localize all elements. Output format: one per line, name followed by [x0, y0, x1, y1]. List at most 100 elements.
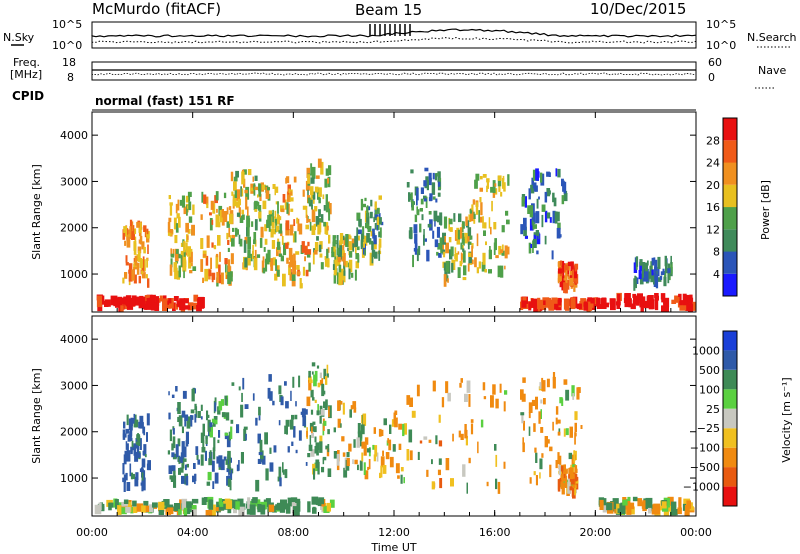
power-data-cell — [216, 208, 218, 213]
power-data-cell — [185, 298, 189, 304]
beam-title: Beam 15 — [355, 1, 422, 19]
power-data-cell — [290, 208, 294, 212]
velocity-data-cell — [174, 503, 180, 512]
power-data-cell — [136, 262, 140, 275]
power-data-cell — [227, 247, 230, 252]
power-data-cell — [123, 296, 130, 305]
power-colorbar-frame — [722, 117, 738, 297]
power-data-cell — [575, 274, 579, 284]
noise-tick-right-top: 10^5 — [706, 18, 736, 31]
velocity-data-cell — [606, 502, 613, 511]
power-data-cell — [639, 296, 646, 308]
power-data-cell — [244, 257, 248, 268]
power-data-cell — [334, 240, 337, 245]
power-data-cell — [494, 238, 497, 251]
power-data-cell — [380, 221, 384, 226]
velocity-data-cell — [574, 432, 576, 445]
velocity-data-cell — [292, 376, 295, 388]
power-data-cell — [250, 187, 254, 192]
velocity-data-cell — [139, 468, 144, 472]
power-data-cell — [169, 202, 173, 206]
nave-trace — [91, 72, 696, 76]
velocity-data-cell — [235, 501, 240, 510]
power-data-cell — [522, 297, 527, 302]
power-data-cell — [338, 264, 342, 273]
power-colorbar-tick: 4 — [713, 268, 720, 281]
power-data-cell — [411, 200, 414, 211]
power-data-cell — [185, 222, 189, 233]
velocity-data-cell — [549, 464, 552, 478]
power-data-cell — [460, 242, 463, 250]
power-data-cell — [262, 200, 267, 210]
velocity-data-cell — [547, 439, 550, 444]
power-data-cell — [566, 302, 570, 308]
power-data-cell — [474, 179, 478, 189]
velocity-data-cell — [380, 465, 383, 478]
power-data-cell — [529, 205, 534, 218]
velocity-data-cell — [523, 420, 525, 431]
power-data-cell — [465, 216, 468, 226]
power-data-cell — [174, 248, 179, 262]
power-data-cell — [306, 167, 310, 178]
power-data-cell — [425, 196, 428, 208]
power-data-cell — [283, 242, 287, 256]
power-data-cell — [170, 253, 175, 258]
power-data-cell — [179, 199, 183, 206]
velocity-data-cell — [125, 507, 131, 513]
velocity-data-cell — [312, 397, 315, 401]
velocity-data-cell — [125, 428, 129, 434]
power-data-cell — [293, 219, 296, 226]
velocity-data-cell — [132, 500, 137, 507]
velocity-data-cell — [465, 435, 468, 446]
power-data-cell — [317, 224, 321, 235]
power-data-cell — [327, 178, 329, 184]
velocity-data-cell — [568, 467, 570, 477]
power-data-cell — [462, 248, 465, 252]
power-data-cell — [374, 223, 377, 230]
velocity-data-cell — [348, 443, 352, 452]
velocity-data-cell — [134, 419, 139, 428]
velocity-data-cell — [379, 472, 381, 479]
velocity-data-cell — [557, 431, 561, 436]
power-data-cell — [302, 205, 307, 210]
power-data-cell — [551, 297, 559, 304]
power-data-cell — [341, 256, 344, 262]
power-data-cell — [189, 263, 193, 267]
power-data-cell — [412, 254, 414, 268]
velocity-data-cell — [326, 502, 331, 512]
power-data-cell — [444, 236, 446, 243]
velocity-data-cell — [572, 393, 575, 400]
power-data-cell — [546, 188, 551, 197]
velocity-data-cell — [316, 365, 320, 369]
power-data-cell — [521, 300, 527, 308]
power-data-cell — [96, 295, 102, 308]
power-data-cell — [192, 302, 199, 310]
velocity-data-cell — [350, 405, 353, 410]
velocity-data-cell — [566, 468, 568, 474]
power-data-cell — [254, 186, 259, 191]
power-data-cell — [162, 300, 168, 311]
power-data-cell — [668, 272, 671, 281]
velocity-data-cell — [361, 452, 364, 462]
power-data-cell — [630, 303, 636, 310]
power-data-cell — [355, 246, 357, 254]
velocity-data-cell — [211, 418, 215, 423]
power-data-cell — [305, 206, 308, 218]
velocity-data-cell — [122, 477, 127, 483]
velocity-data-cell — [202, 440, 205, 450]
power-data-cell — [306, 254, 311, 258]
power-data-cell — [279, 246, 281, 255]
power-data-cell — [247, 249, 251, 258]
velocity-data-cell — [205, 510, 213, 516]
velocity-data-cell — [563, 428, 566, 437]
power-data-cell — [128, 269, 132, 274]
power-data-cell — [289, 191, 293, 196]
power-data-cell — [276, 241, 281, 250]
power-data-cell — [230, 171, 234, 182]
velocity-data-cell — [389, 424, 392, 434]
velocity-data-cell — [279, 477, 282, 487]
power-data-cell — [524, 235, 528, 239]
velocity-data-cell — [323, 420, 327, 426]
velocity-data-cell — [311, 432, 314, 438]
power-data-cell — [176, 302, 181, 307]
